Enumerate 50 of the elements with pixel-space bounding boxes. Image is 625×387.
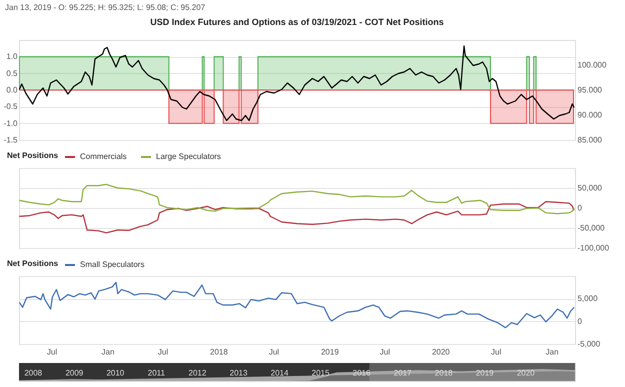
x-tick-label: 2008 — [24, 368, 43, 378]
y-tick-label: 0.5 — [6, 68, 18, 78]
x-tick-label: 2020 — [432, 348, 450, 356]
line-series — [19, 45, 575, 122]
y-tick-label: -0.5 — [4, 102, 18, 112]
x-tick-label: 2015 — [312, 368, 330, 378]
line-series — [19, 201, 575, 234]
y-tick-label: 50,000 — [578, 184, 603, 192]
x-tick-label: 2010 — [106, 368, 125, 378]
y-tick-label: -5,000 — [578, 340, 601, 348]
x-tick-label: 2019 — [320, 348, 340, 356]
y-tick-label: 0.0 — [6, 86, 18, 94]
y-tick-label: -1.5 — [4, 136, 18, 144]
x-tick-label: Jul — [380, 348, 390, 356]
x-tick-label: 2018 — [434, 368, 454, 378]
y2-tick-label: 100.000 — [578, 60, 607, 70]
x-tick-label: 2011 — [148, 368, 166, 378]
y-tick-label: 0 — [578, 204, 582, 212]
x-tick-label: 2009 — [65, 368, 84, 378]
x-tick-label: Jul — [491, 348, 502, 356]
x-tick-label: 2017 — [394, 368, 412, 378]
x-tick-label: 2019 — [476, 368, 494, 378]
x-tick-label: 2020 — [516, 368, 536, 378]
legend-label: Commercials — [80, 152, 127, 161]
x-tick-label: Jan — [102, 348, 114, 356]
y2-tick-label: 85.000 — [578, 136, 603, 144]
line-series — [19, 282, 575, 328]
x-tick-label: Jul — [268, 348, 280, 356]
y-tick-label: -1.0 — [4, 118, 18, 128]
y2-tick-label: 90.000 — [578, 110, 603, 120]
y-tick-label: 0 — [578, 316, 582, 326]
y-tick-label: 1.0 — [6, 52, 18, 62]
x-tick-label: 2018 — [210, 348, 228, 356]
x-tick-label: Jan — [546, 348, 559, 356]
x-tick-label: Jul — [46, 348, 58, 356]
y-tick-label: 5,000 — [578, 294, 598, 304]
x-tick-label: 2013 — [230, 368, 248, 378]
legend-label: Large Speculators — [156, 152, 221, 161]
text: Jan 13, 2019 - O: 95.225; H: 95.325; L: 95.08; C: 95.207 — [5, 3, 206, 12]
y-tick-label: -100,000 — [578, 244, 610, 252]
x-tick-label: 2014 — [270, 368, 289, 378]
x-tick-label: Jul — [158, 348, 168, 356]
line-series — [19, 184, 575, 214]
legend-title: Net Positions — [7, 151, 59, 160]
chart-title: USD Index Futures and Options as of 03/19/2021 - COT Net Positions — [150, 17, 444, 27]
y-tick-label: -50,000 — [578, 224, 606, 232]
legend-title: Net Positions — [7, 259, 59, 268]
legend-label: Small Speculators — [80, 260, 144, 269]
x-tick-label: 2012 — [188, 368, 207, 378]
y2-tick-label: 95.000 — [578, 86, 603, 94]
